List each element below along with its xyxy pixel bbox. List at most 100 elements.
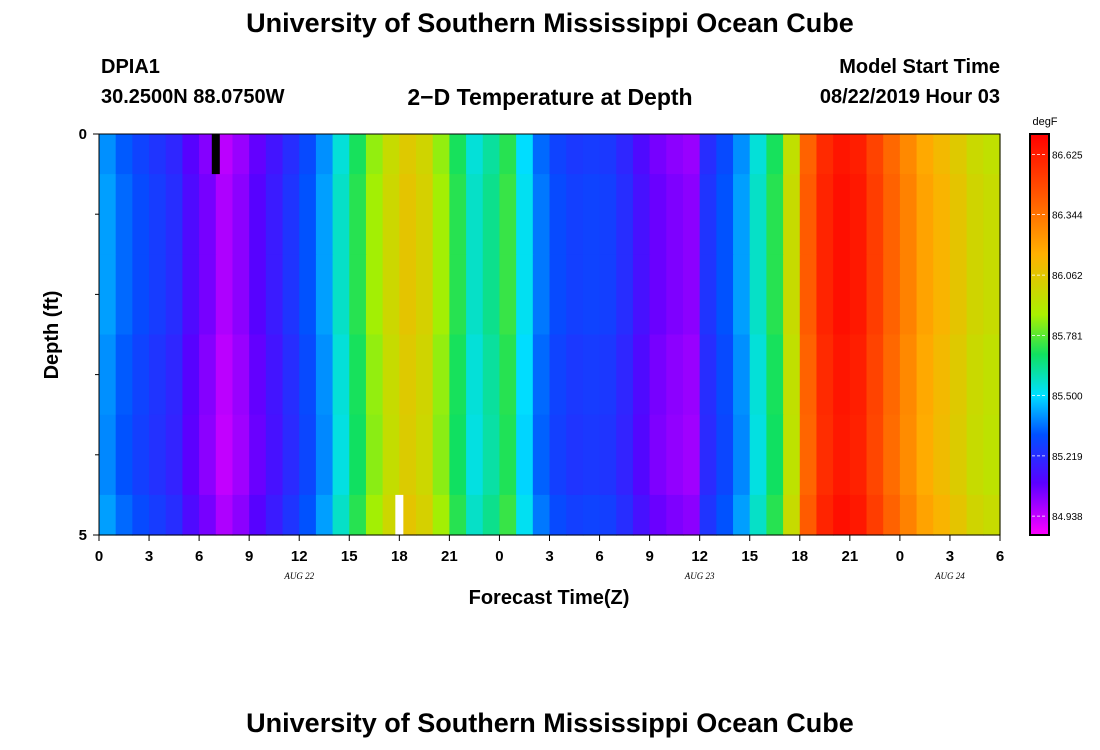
heatmap-cell	[733, 254, 751, 336]
heatmap-cell	[432, 414, 450, 496]
heatmap-markers	[211, 134, 404, 535]
heatmap-cell	[332, 414, 350, 496]
x-tick-label: 12	[691, 548, 708, 565]
y-tick-label: 5	[79, 527, 87, 544]
heatmap-cell	[249, 414, 267, 496]
heatmap-cell	[115, 414, 133, 496]
heatmap-cell	[365, 334, 384, 416]
heatmap-cell	[766, 334, 784, 416]
heatmap-cell	[499, 334, 517, 416]
x-tick-label: 21	[841, 548, 858, 565]
heatmap-cell	[149, 414, 167, 496]
heatmap-cell	[766, 174, 784, 255]
heatmap-cell	[749, 494, 768, 536]
heatmap-cell	[833, 414, 851, 496]
heatmap-cell	[599, 254, 617, 336]
heatmap-cell	[783, 414, 801, 496]
heatmap-cell	[966, 134, 984, 175]
x-tick-label: 6	[595, 548, 603, 565]
heatmap-cell	[249, 174, 267, 255]
heatmap-cell	[883, 134, 901, 175]
heatmap-cell	[215, 494, 234, 536]
x-tick-label: 18	[391, 548, 408, 565]
heatmap-cell	[816, 134, 834, 175]
heatmap-cell	[549, 174, 567, 255]
heatmap-cell	[432, 254, 450, 336]
heatmap-cell	[682, 174, 701, 255]
heatmap-cell	[165, 174, 184, 255]
heatmap-cell	[132, 134, 150, 175]
heatmap-cell	[833, 174, 851, 255]
heatmap-cell	[816, 254, 834, 336]
heatmap-cell	[783, 134, 801, 175]
heatmap-cell	[349, 494, 367, 536]
heatmap-cell	[265, 494, 284, 536]
heatmap-cell	[866, 134, 884, 175]
x-tick-label: 15	[341, 548, 358, 565]
heatmap-cell	[849, 414, 868, 496]
heatmap-cell	[115, 254, 133, 336]
heatmap-cell	[783, 174, 801, 255]
model-start-time: 08/22/2019 Hour 03	[819, 86, 1000, 108]
heatmap-cell	[783, 334, 801, 416]
heatmap-cell	[199, 334, 217, 416]
heatmap-cell	[649, 494, 667, 536]
colorbar-label: 85.781	[1052, 331, 1083, 342]
heatmap-cell	[866, 494, 884, 536]
heatmap-cell	[949, 334, 968, 416]
heatmap-cell	[599, 174, 617, 255]
x-axis: 0 3 6 9 12 15 18 21 0 3 6 9 12 15 18 21 0 3 6 AUG 22 AUG 23 A…	[95, 535, 1004, 581]
heatmap-cell	[149, 334, 167, 416]
heatmap-cell	[165, 254, 184, 336]
heatmap-cell	[682, 134, 701, 175]
x-tick-label: 3	[145, 548, 153, 565]
heatmap-cell	[399, 414, 417, 496]
heatmap-cell	[866, 174, 884, 255]
heatmap-cell	[466, 414, 484, 496]
heatmap-cell	[349, 334, 367, 416]
heatmap-cell	[299, 134, 317, 175]
heatmap-cell	[265, 174, 284, 255]
heatmap-cell	[566, 254, 584, 336]
x-tick-label: 3	[545, 548, 553, 565]
heatmap-cell	[382, 254, 400, 336]
heatmap-cell	[749, 414, 768, 496]
heatmap-cell	[699, 414, 717, 496]
heatmap-cell	[866, 414, 884, 496]
heatmap-cell	[449, 134, 467, 175]
heatmap-cell	[349, 414, 367, 496]
heatmap-cell	[966, 494, 984, 536]
heatmap-cell	[799, 134, 818, 175]
station-id: DPIA1	[101, 56, 160, 78]
heatmap-cell	[466, 254, 484, 336]
heatmap-cell	[899, 494, 918, 536]
heatmap-cell	[232, 134, 250, 175]
heatmap-cell	[716, 134, 734, 175]
heatmap-cell	[966, 414, 984, 496]
heatmap-cell	[99, 494, 117, 536]
heatmap-cell	[766, 494, 784, 536]
heatmap-cell	[482, 254, 501, 336]
heatmap-cell	[215, 414, 234, 496]
heatmap-cell	[365, 174, 384, 255]
heatmap-cell	[833, 494, 851, 536]
x-tick-label: 3	[946, 548, 954, 565]
heatmap-cell	[866, 254, 884, 336]
heatmap-cell	[766, 254, 784, 336]
heatmap-cell	[783, 494, 801, 536]
heatmap-cell	[649, 414, 667, 496]
heatmap-cell	[315, 414, 334, 496]
heatmap-cell	[282, 414, 300, 496]
heatmap-cell	[182, 414, 200, 496]
heatmap-cell	[883, 494, 901, 536]
heatmap-cell	[599, 334, 617, 416]
heatmap-cell	[582, 174, 601, 255]
x-tick-label: 21	[441, 548, 458, 565]
heatmap-cell	[416, 334, 434, 416]
heatmap-cell	[499, 414, 517, 496]
x-tick-label: 12	[291, 548, 308, 565]
heatmap-cell	[416, 134, 434, 175]
heatmap-cell	[449, 254, 467, 336]
heatmap-cell	[299, 494, 317, 536]
heatmap-cell	[549, 334, 567, 416]
